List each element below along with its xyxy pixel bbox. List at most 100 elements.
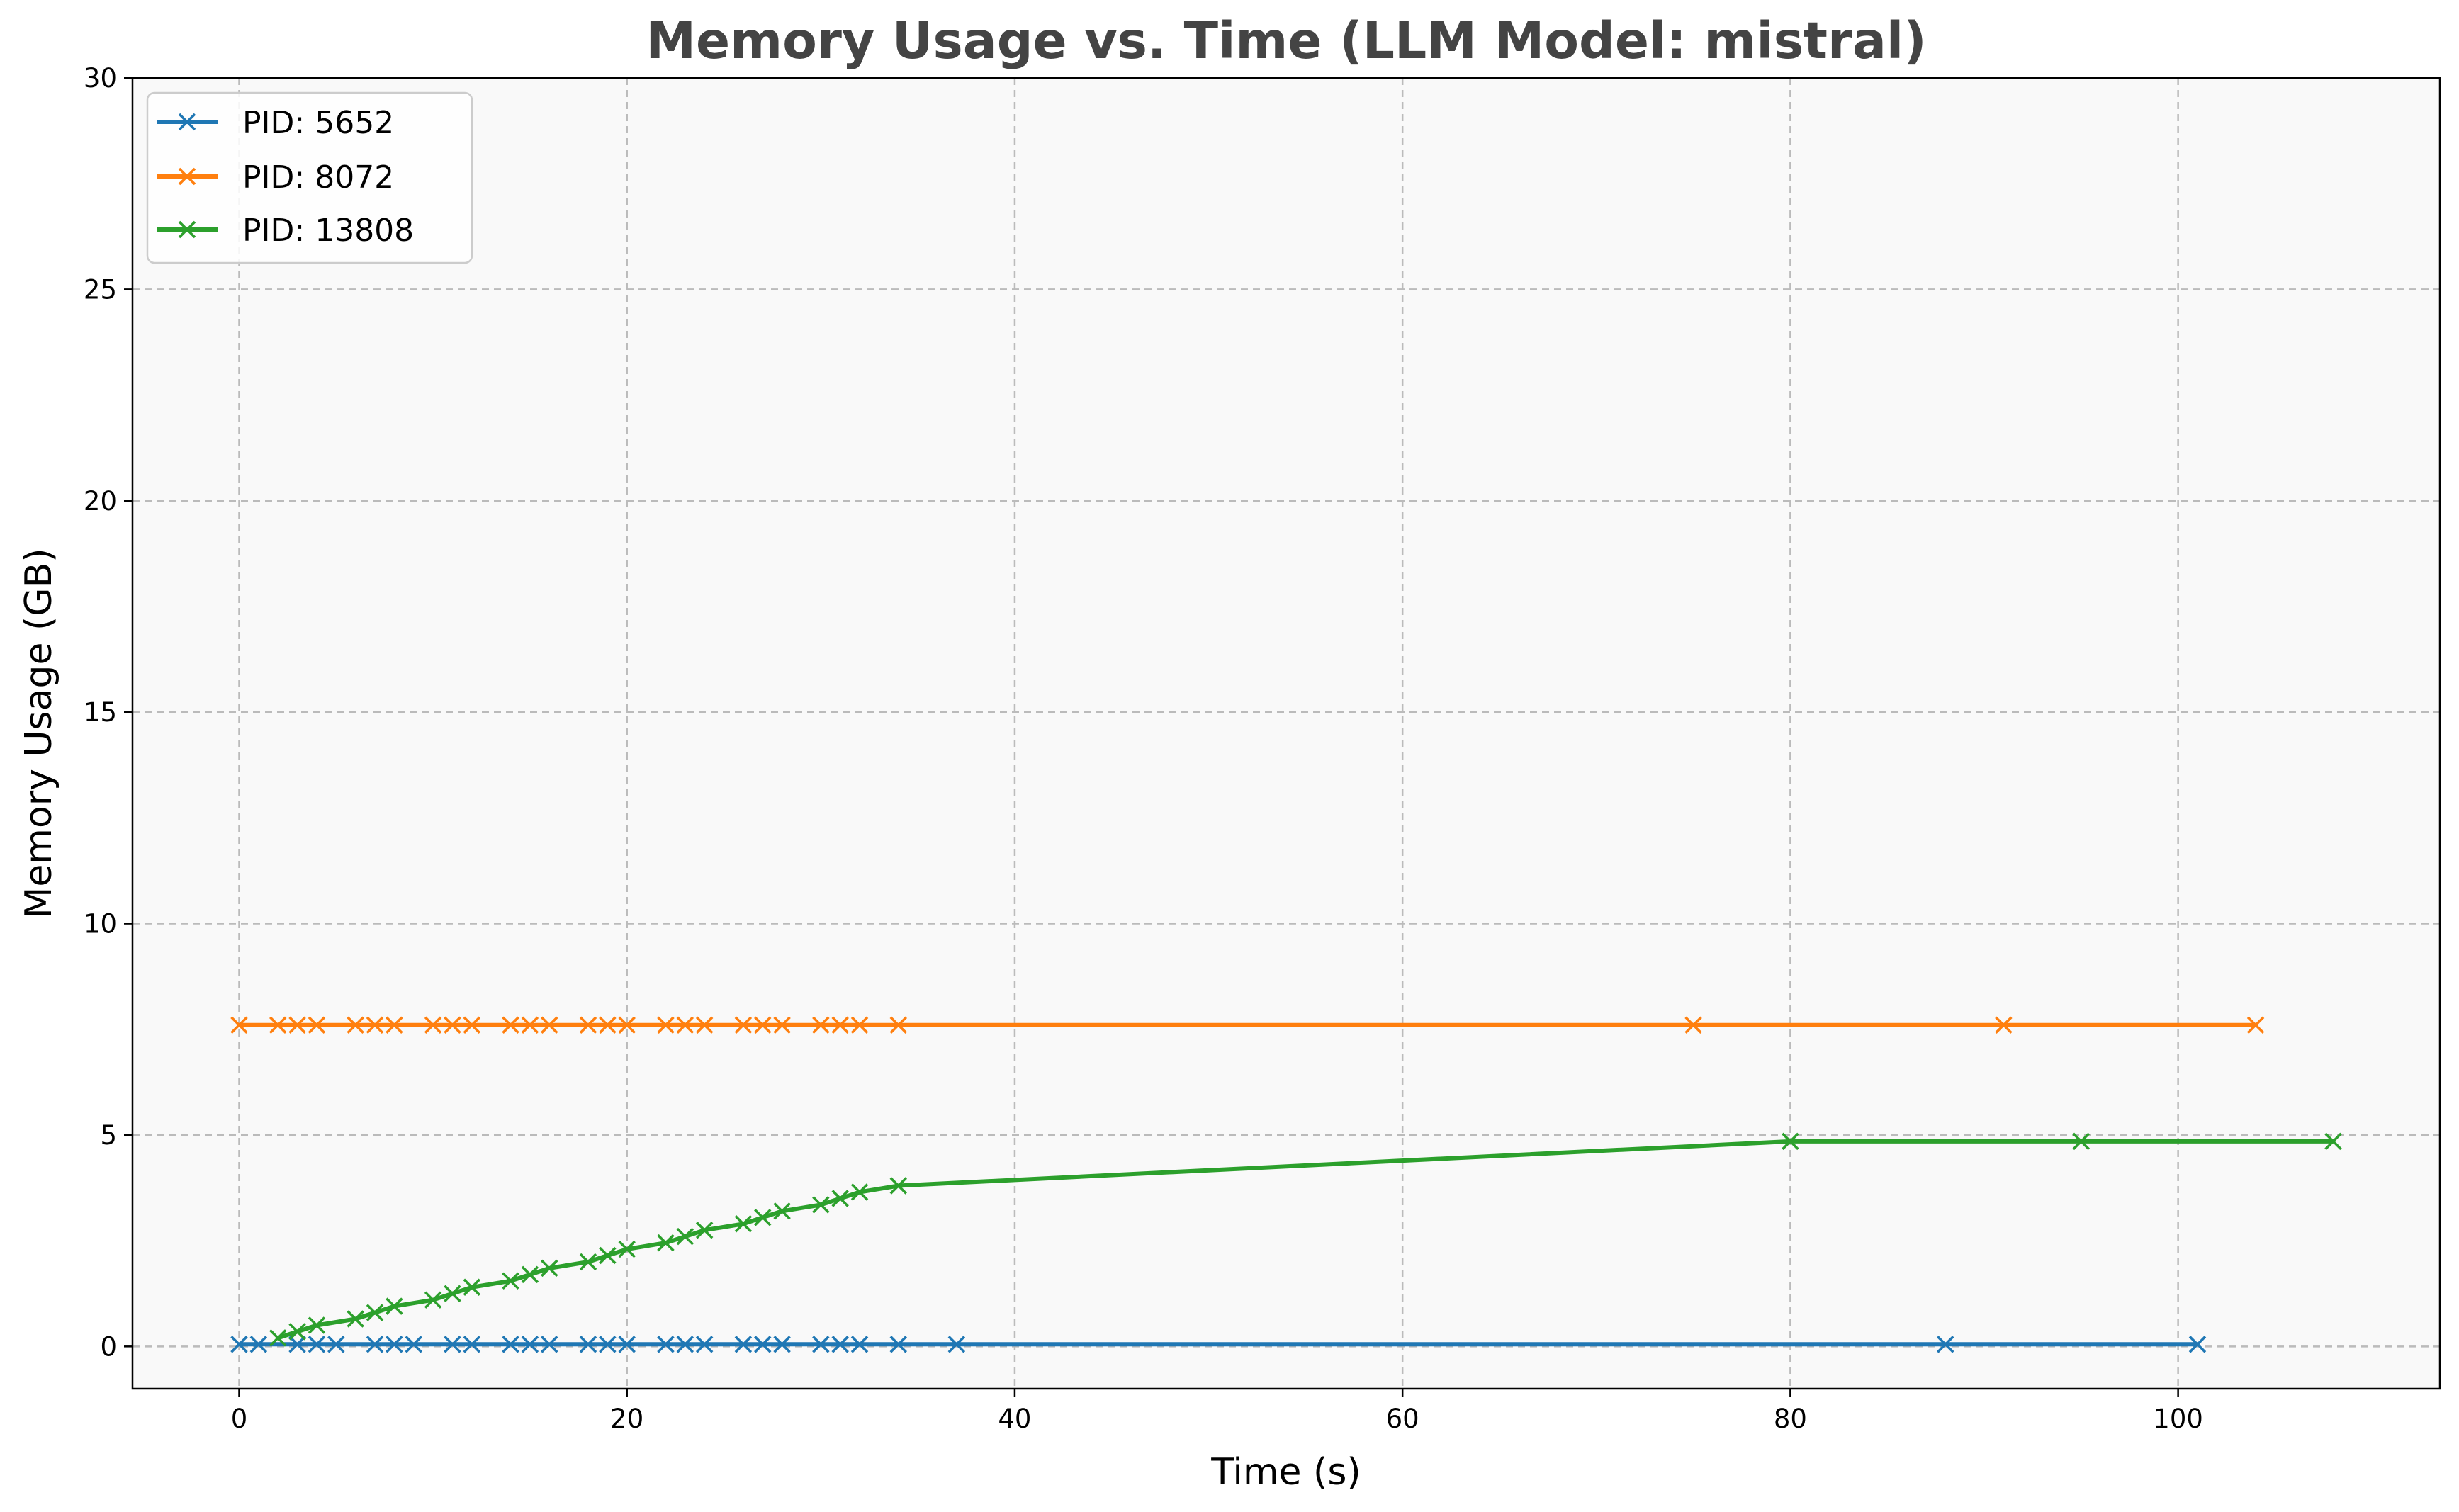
data-point — [386, 1336, 403, 1353]
legend-label-1: PID: 5652 — [242, 105, 394, 141]
data-point — [773, 1202, 791, 1220]
legend-entry-2: PID: 8072 — [157, 159, 394, 196]
data-point — [366, 1336, 384, 1353]
data-point — [676, 1227, 694, 1246]
data-point — [812, 1336, 830, 1353]
data-point — [618, 1016, 636, 1034]
data-point — [444, 1285, 461, 1302]
data-point — [366, 1304, 384, 1321]
series-1 — [230, 1336, 2207, 1353]
data-point — [947, 1336, 966, 1353]
data-point — [754, 1016, 772, 1034]
data-point — [521, 1016, 539, 1034]
data-point — [2246, 1016, 2265, 1034]
series-2 — [230, 1016, 2265, 1034]
y-tick-label: 0 — [100, 1331, 117, 1362]
legend-label-2: PID: 8072 — [242, 159, 394, 196]
data-point — [676, 1016, 694, 1034]
data-point — [889, 1177, 908, 1195]
data-point — [541, 1259, 558, 1277]
x-tick-label: 40 — [998, 1404, 1031, 1434]
data-point — [734, 1336, 753, 1353]
x-tick-label: 20 — [610, 1404, 643, 1434]
data-point — [579, 1016, 597, 1034]
data-point — [327, 1336, 345, 1353]
data-point — [734, 1016, 753, 1034]
legend-label-3: PID: 13808 — [242, 213, 414, 249]
data-point — [230, 1336, 248, 1353]
data-point — [657, 1016, 675, 1034]
data-point — [695, 1016, 714, 1034]
y-tick-label: 10 — [84, 909, 117, 940]
data-point — [754, 1336, 772, 1353]
data-point — [1782, 1132, 1799, 1151]
data-point — [463, 1016, 481, 1034]
grid — [133, 77, 2440, 1389]
data-point — [695, 1336, 714, 1353]
y-tick-label: 25 — [84, 274, 117, 305]
data-point — [850, 1336, 869, 1353]
legend-marker-1 — [178, 113, 196, 131]
y-tick-label: 20 — [84, 486, 117, 517]
data-point — [2324, 1132, 2342, 1151]
x-tick-label: 100 — [2153, 1404, 2203, 1434]
data-point — [676, 1336, 694, 1353]
y-tick-label: 30 — [84, 63, 117, 94]
data-point — [463, 1336, 481, 1353]
data-point — [831, 1336, 849, 1353]
data-point — [657, 1234, 675, 1252]
data-point — [444, 1336, 461, 1353]
series-3 — [269, 1132, 2342, 1347]
data-point — [599, 1336, 617, 1353]
series-group — [230, 1016, 2342, 1353]
data-point — [366, 1016, 384, 1034]
x-tick-label: 0 — [231, 1404, 248, 1434]
data-point — [2188, 1336, 2207, 1353]
y-axis-ticks: 0 5 10 15 20 25 30 — [84, 63, 133, 1362]
data-point — [502, 1336, 519, 1353]
data-point — [288, 1016, 306, 1034]
data-point — [347, 1016, 364, 1034]
data-point — [812, 1016, 830, 1034]
data-point — [386, 1016, 403, 1034]
plot-frame — [131, 77, 2441, 1390]
data-point — [288, 1336, 306, 1353]
series-line-3 — [276, 1139, 2336, 1341]
data-point — [889, 1336, 908, 1353]
legend: PID: 5652 PID: 8072 PID: 13808 — [146, 91, 473, 264]
y-tick-label: 15 — [84, 697, 117, 728]
x-tick-label: 80 — [1774, 1404, 1807, 1434]
data-point — [502, 1016, 519, 1034]
data-point — [579, 1336, 597, 1353]
data-point — [269, 1016, 287, 1034]
data-point — [308, 1016, 326, 1034]
data-point — [2072, 1132, 2091, 1151]
legend-box — [146, 91, 473, 264]
data-point — [405, 1336, 422, 1353]
data-point — [754, 1209, 772, 1226]
data-point — [249, 1336, 268, 1353]
plot-area — [133, 78, 2440, 1389]
data-point — [657, 1336, 675, 1353]
data-point — [1937, 1336, 1954, 1353]
data-point — [230, 1016, 248, 1034]
x-axis-label: Time (s) — [1210, 1451, 1361, 1494]
data-point — [541, 1336, 558, 1353]
data-point — [618, 1240, 636, 1258]
data-point — [269, 1329, 287, 1347]
y-axis-label: Memory Usage (GB) — [18, 548, 60, 918]
legend-entry-3: PID: 13808 — [157, 213, 414, 249]
x-axis-ticks: 0 20 40 60 80 100 — [231, 1389, 2203, 1434]
data-point — [773, 1016, 791, 1034]
legend-marker-3 — [178, 220, 196, 239]
data-point — [734, 1215, 753, 1233]
legend-marker-2 — [178, 167, 196, 186]
x-tick-label: 60 — [1386, 1404, 1419, 1434]
data-point — [579, 1253, 597, 1271]
data-point — [812, 1196, 830, 1214]
data-point — [599, 1246, 617, 1265]
data-point — [1995, 1016, 2013, 1034]
data-point — [502, 1272, 519, 1290]
data-point — [695, 1221, 714, 1239]
